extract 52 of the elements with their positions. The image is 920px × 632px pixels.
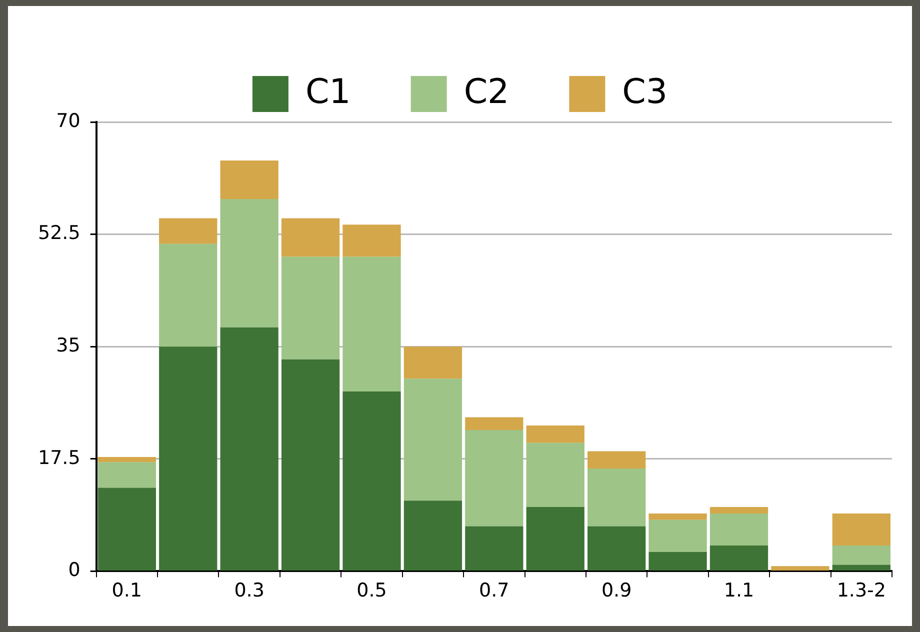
bar [98,462,156,488]
bar [771,566,830,570]
bar [342,224,401,257]
bar [832,564,890,570]
bar [281,359,340,570]
x-tick-label: 1.3-2 [836,580,886,602]
x-tick-label: 0.3 [234,580,264,602]
y-tick-label: 17.5 [38,446,80,469]
bar [281,256,340,360]
x-tick-label: 0.1 [112,580,142,602]
bar [710,507,768,514]
bar [220,327,278,570]
bar [526,426,584,443]
x-tick-label: 1.1 [724,580,754,602]
bar [98,456,156,462]
bar [526,442,584,508]
x-tick-label: 0.7 [479,580,510,602]
x-tick-label: 0.9 [601,580,632,602]
bar [587,526,646,570]
bar [404,500,462,570]
bar [587,468,646,526]
bar [342,256,401,392]
x-tick-label: 0.5 [356,580,387,602]
bar [587,451,646,469]
y-tick-label: 70 [56,110,80,132]
y-tick-label: 0 [68,559,80,582]
bar [648,552,707,570]
legend-label: C2 [464,72,510,112]
bar [404,346,462,379]
bar [832,513,890,546]
bar [710,513,768,546]
bar [220,160,278,200]
bar [342,392,401,570]
legend-label: C1 [305,72,351,112]
bar [648,513,707,520]
bar [159,346,218,570]
bar [465,526,524,570]
bar [220,199,278,328]
bar [159,244,218,347]
bar [710,546,768,570]
legend-label: C3 [622,72,668,112]
bar [832,546,890,565]
bar [404,378,462,501]
y-tick-label: 35 [56,334,80,357]
bar [648,520,707,552]
y-tick-label: 52.5 [38,222,80,244]
bar [465,417,524,430]
bar [281,218,340,257]
bar [526,507,584,570]
bar [98,488,156,570]
bar [159,218,218,244]
bar [465,430,524,526]
